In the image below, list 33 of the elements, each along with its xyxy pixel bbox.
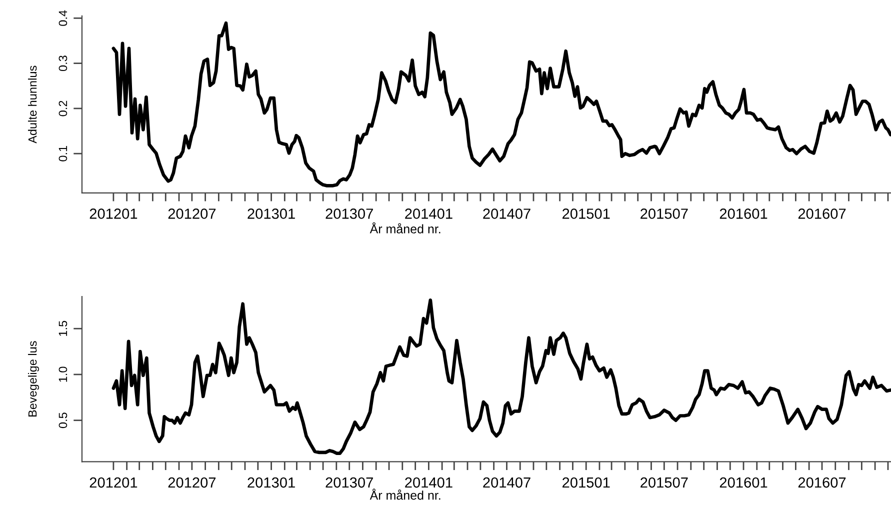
y-tick-label: 0.5 [58, 412, 68, 428]
y-axis-title: Adulte hunnlus [28, 66, 37, 144]
y-tick-label: 0.1 [58, 146, 68, 162]
x-tick-label: 201601 [720, 477, 768, 488]
x-tick-label: 201207 [168, 477, 216, 488]
x-tick-label: 201201 [90, 208, 138, 219]
line-series [112, 21, 891, 188]
y-tick-label: 0.3 [58, 56, 68, 72]
x-tick-label: 201401 [405, 208, 452, 219]
x-tick-label: 201607 [798, 477, 846, 488]
x-tick-label: 201607 [798, 208, 846, 219]
x-tick-label: 201401 [405, 477, 452, 488]
x-tick-label: 201601 [720, 208, 768, 219]
line-series [112, 298, 891, 456]
x-tick-label: 201201 [90, 477, 138, 488]
x-axis-title: År måned nr. [370, 488, 440, 500]
y-tick-label: 0.4 [58, 10, 68, 26]
x-axis-title: År måned nr. [370, 222, 440, 234]
y-tick-label: 1.0 [58, 366, 68, 382]
x-tick-label: 201501 [562, 477, 610, 488]
x-tick-label: 201207 [168, 208, 216, 219]
x-tick-label: 201301 [248, 477, 295, 488]
x-tick-label: 201407 [483, 208, 530, 219]
x-tick-label: 201501 [562, 208, 610, 219]
x-tick-label: 201307 [326, 208, 373, 219]
x-tick-label: 201507 [640, 208, 688, 219]
x-tick-label: 201301 [248, 208, 295, 219]
x-tick-label: 201307 [326, 477, 373, 488]
y-tick-label: 0.2 [58, 100, 68, 116]
x-tick-label: 201507 [640, 477, 688, 488]
y-axis-title: Bevegelige lus [28, 341, 40, 417]
x-tick-label: 201407 [483, 477, 530, 488]
y-tick-label: 1.5 [58, 320, 68, 336]
